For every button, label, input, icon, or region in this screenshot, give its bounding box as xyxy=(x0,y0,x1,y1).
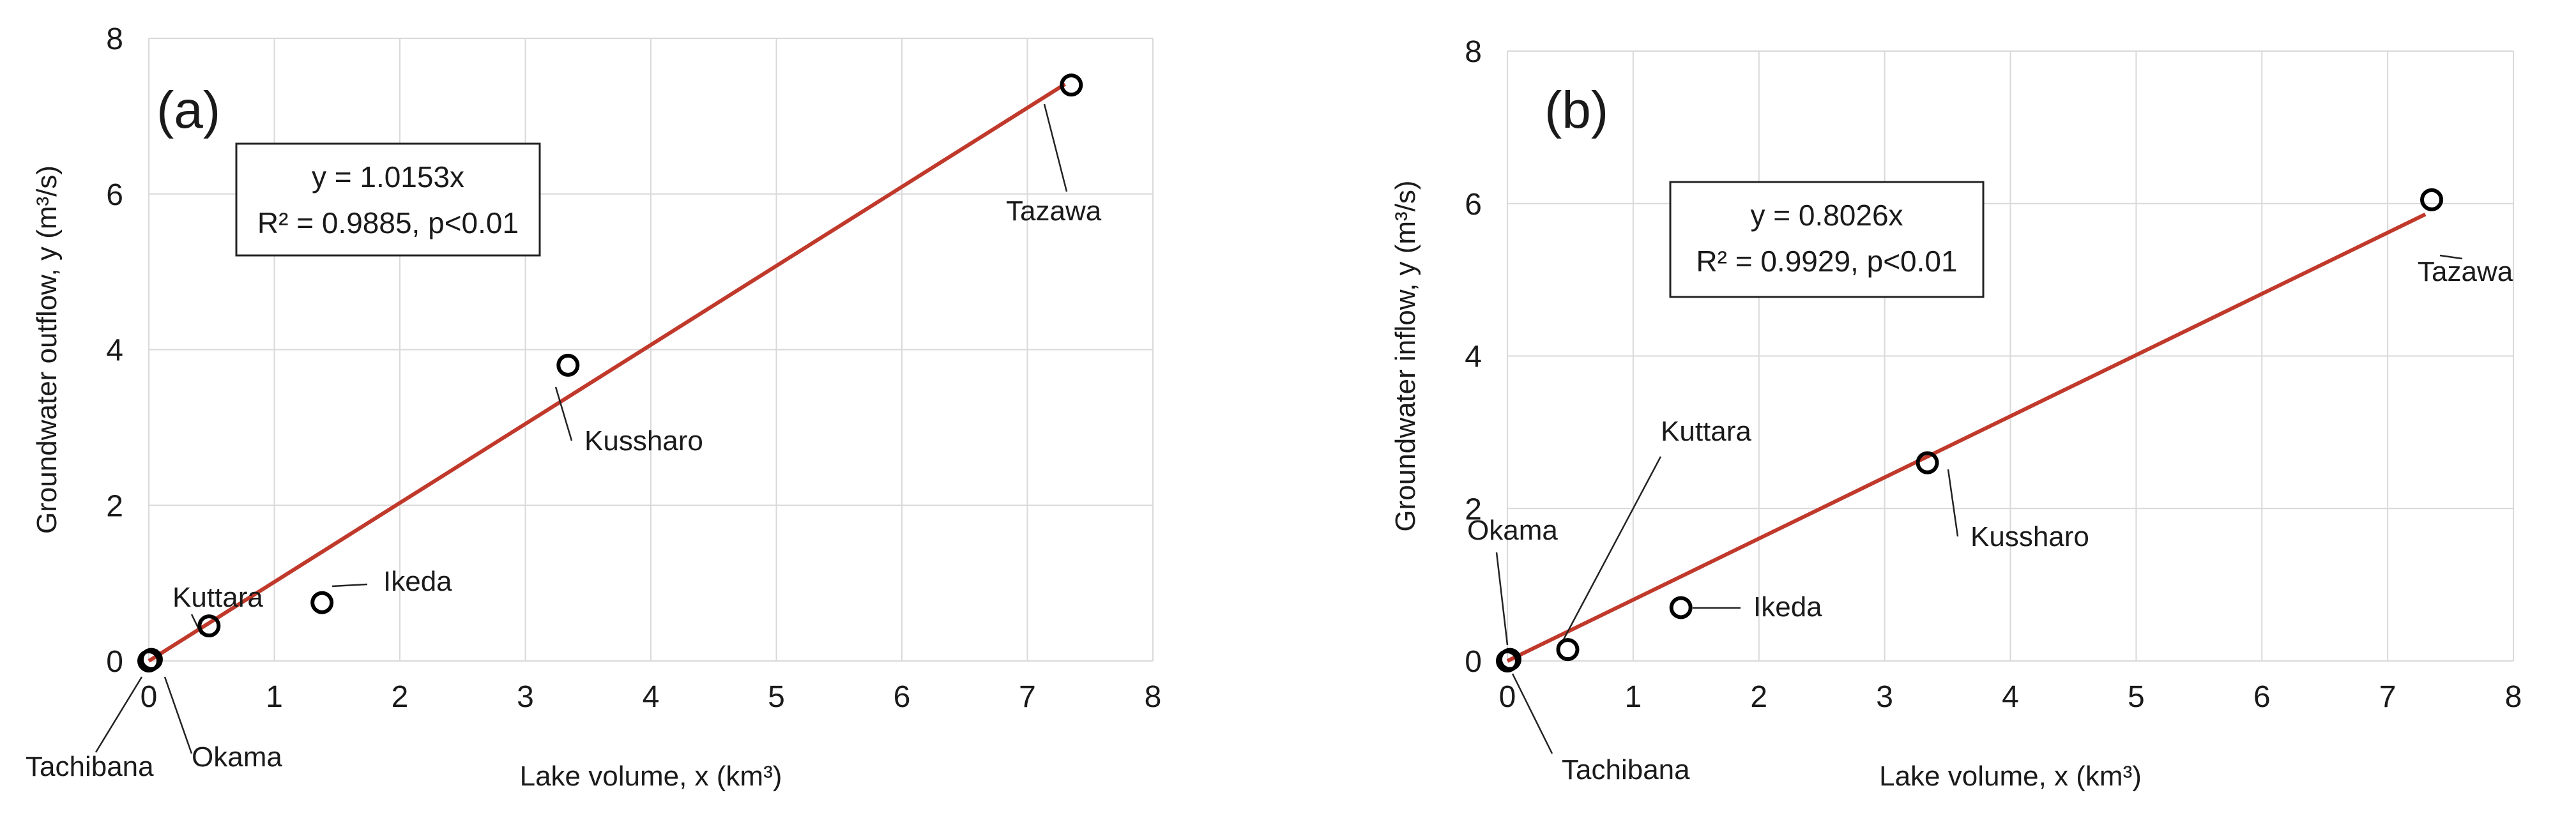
y-tick-label: 2 xyxy=(1465,492,1482,526)
x-tick-label: 3 xyxy=(1876,680,1893,714)
point-label: Tachibana xyxy=(1562,754,1690,785)
point-label: Kuttara xyxy=(172,582,263,613)
point-leader-line xyxy=(554,386,573,441)
y-tick-label: 0 xyxy=(1465,645,1482,679)
point-label: Tazawa xyxy=(1006,195,1102,227)
y-tick-label: 4 xyxy=(1465,340,1482,374)
regression-equation: y = 0.8026x xyxy=(1750,199,1903,232)
data-point xyxy=(310,591,334,614)
x-tick-label: 5 xyxy=(768,680,785,714)
x-tick-label: 8 xyxy=(1145,680,1162,714)
y-tick-label: 8 xyxy=(106,22,123,56)
data-point xyxy=(1498,648,1521,671)
equation-box xyxy=(1669,181,1985,298)
point-leader-line xyxy=(1043,103,1068,192)
x-tick-label: 3 xyxy=(517,680,534,714)
point-label: Kuttara xyxy=(1661,416,1751,447)
point-label: Kussharo xyxy=(1970,521,2089,552)
point-label: Tachibana xyxy=(26,751,154,782)
y-axis-title: Groundwater outflow, y (m³/s) xyxy=(31,165,63,534)
point-label: Kussharo xyxy=(584,425,703,457)
x-tick-label: 7 xyxy=(2379,680,2397,714)
data-point xyxy=(556,353,580,377)
equation-box xyxy=(235,142,541,257)
x-tick-label: 4 xyxy=(643,680,660,714)
point-label: Ikeda xyxy=(1753,591,1822,623)
x-tick-label: 2 xyxy=(1750,680,1767,714)
y-tick-label: 0 xyxy=(106,645,123,679)
y-tick-label: 6 xyxy=(1465,188,1482,222)
regression-line xyxy=(1506,212,2427,663)
chart-panel-0: 0 1 2 3 4 5 6 7 8 0 2 4 6 8 Lake volume, x (km³) Ground… xyxy=(26,22,1161,792)
data-point xyxy=(1916,451,1939,474)
data-point xyxy=(1556,638,1580,662)
x-tick-label: 7 xyxy=(1019,680,1036,714)
regression-equation: y = 1.0153x xyxy=(312,160,464,193)
x-axis-title: Lake volume, x (km³) xyxy=(1879,761,2142,792)
regression-stats: R² = 0.9885, p<0.01 xyxy=(257,206,519,239)
data-point xyxy=(2420,188,2444,211)
x-tick-label: 4 xyxy=(2002,680,2019,714)
point-label: Ikeda xyxy=(383,566,452,597)
x-tick-label: 6 xyxy=(894,680,911,714)
x-tick-label: 0 xyxy=(1499,680,1516,714)
x-tick-label: 1 xyxy=(1625,680,1642,714)
point-label: Okama xyxy=(1467,515,1558,546)
point-leader-line xyxy=(1511,673,1553,754)
point-leader-line xyxy=(164,676,193,754)
x-tick-label: 0 xyxy=(141,680,158,714)
y-tick-label: 6 xyxy=(106,178,123,212)
point-leader-line xyxy=(1947,469,1959,537)
y-tick-label: 4 xyxy=(106,334,123,368)
data-point xyxy=(1669,596,1693,619)
point-label: Okama xyxy=(192,741,282,773)
data-point xyxy=(139,648,163,671)
x-tick-label: 1 xyxy=(266,680,283,714)
point-leader-line xyxy=(332,583,368,588)
x-tick-label: 5 xyxy=(2128,680,2145,714)
y-tick-label: 8 xyxy=(1465,35,1482,69)
x-axis-title: Lake volume, x (km³) xyxy=(520,761,782,792)
point-leader-line xyxy=(2439,254,2463,260)
regression-stats: R² = 0.9929, p<0.01 xyxy=(1696,245,1957,278)
point-leader-line xyxy=(1495,552,1509,646)
x-tick-label: 2 xyxy=(392,680,409,714)
point-label: Tazawa xyxy=(2418,256,2513,287)
chart-panel-1: 0 1 2 3 4 5 6 7 8 0 2 4 6 8 Lake volume, x (km³) Ground… xyxy=(1390,35,2522,792)
data-point xyxy=(1060,73,1083,97)
panel-label: (a) xyxy=(156,81,220,139)
x-tick-label: 6 xyxy=(2253,680,2271,714)
y-tick-label: 2 xyxy=(106,489,123,523)
x-tick-label: 8 xyxy=(2505,680,2522,714)
regression-line xyxy=(148,82,1067,663)
point-leader-line xyxy=(95,676,143,753)
point-leader-line xyxy=(1561,456,1662,642)
data-point xyxy=(197,614,221,638)
panel-label: (b) xyxy=(1544,81,1608,139)
y-axis-title: Groundwater inflow, y (m³/s) xyxy=(1390,180,1421,531)
